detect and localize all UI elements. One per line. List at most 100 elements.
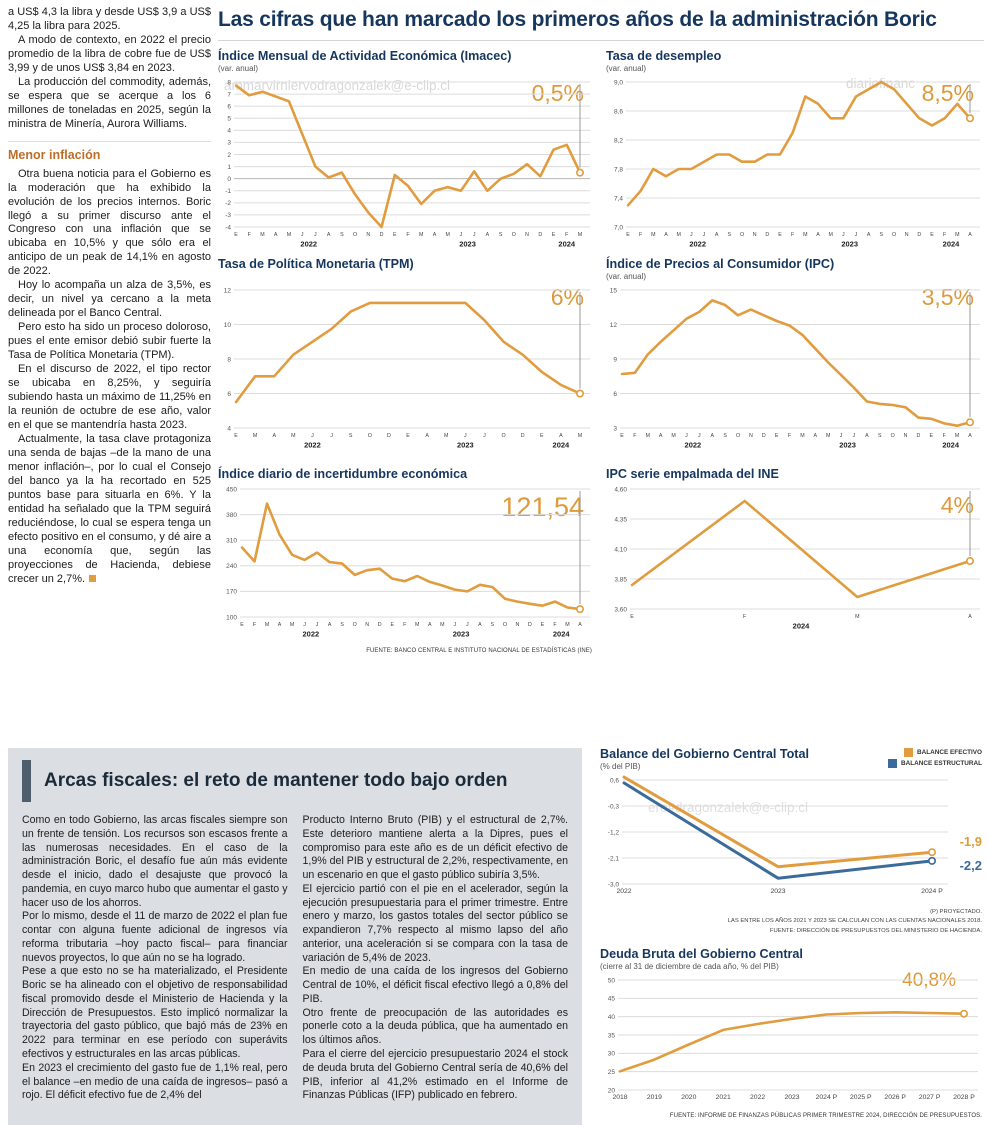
- svg-text:8: 8: [227, 80, 231, 87]
- svg-text:A: A: [274, 232, 278, 238]
- svg-text:D: D: [917, 433, 921, 439]
- svg-text:E: E: [541, 622, 545, 628]
- svg-text:E: E: [930, 232, 934, 238]
- svg-text:4,35: 4,35: [614, 517, 627, 524]
- svg-text:J: J: [842, 232, 845, 238]
- svg-text:2023: 2023: [457, 441, 474, 450]
- svg-text:A: A: [968, 433, 972, 439]
- svg-text:S: S: [880, 232, 884, 238]
- chart-card-ipc: Índice de Precios al Consumidor (IPC) (v…: [606, 257, 982, 457]
- paragraph: En 2023 el crecimiento del gasto fue de …: [22, 1061, 288, 1102]
- svg-text:M: M: [265, 622, 269, 628]
- deuda-plot: 50 45 40 35 30 25 20 2018 2019 2020 2021 2022 2023 20…: [600, 974, 982, 1111]
- svg-text:J: J: [330, 433, 333, 439]
- chart-title: Balance del Gobierno Central Total: [600, 747, 810, 761]
- svg-text:E: E: [393, 232, 397, 238]
- legend-item-efectivo: BALANCE EFECTIVO: [888, 748, 982, 757]
- svg-text:J: J: [698, 433, 701, 439]
- svg-text:A: A: [659, 433, 663, 439]
- svg-text:2023: 2023: [784, 1094, 799, 1101]
- svg-text:F: F: [743, 614, 747, 620]
- svg-text:M: M: [253, 433, 257, 439]
- chart-title: Índice de Precios al Consumidor (IPC): [606, 257, 835, 271]
- svg-text:A: A: [328, 622, 332, 628]
- svg-text:F: F: [943, 433, 947, 439]
- svg-text:O: O: [353, 232, 357, 238]
- svg-text:F: F: [633, 433, 637, 439]
- chart-card-deuda: Deuda Bruta del Gobierno Central (cierre…: [600, 947, 982, 1119]
- svg-text:J: J: [840, 433, 843, 439]
- svg-text:3: 3: [227, 140, 231, 147]
- svg-text:J: J: [301, 232, 304, 238]
- svg-text:8: 8: [227, 357, 231, 364]
- svg-text:12: 12: [610, 322, 618, 329]
- svg-text:7,8: 7,8: [614, 167, 623, 174]
- ipc-plot: 15 12 9 6 3 E F M A M J J A S O N D E F M A M J J A S O N D E F M A 2022 2…: [606, 284, 982, 457]
- svg-text:N: N: [753, 232, 757, 238]
- svg-text:A: A: [272, 433, 276, 439]
- svg-text:J: J: [464, 433, 467, 439]
- svg-text:D: D: [762, 433, 766, 439]
- svg-text:N: N: [366, 232, 370, 238]
- svg-text:7: 7: [227, 92, 231, 99]
- svg-text:M: M: [578, 232, 582, 238]
- chart-subtitle: (cierre al 31 de diciembre de cada año, …: [600, 962, 779, 972]
- svg-text:20: 20: [608, 1088, 616, 1095]
- chart-title: IPC serie empalmada del INE: [606, 467, 779, 481]
- svg-text:1: 1: [227, 164, 231, 171]
- svg-text:J: J: [703, 232, 706, 238]
- svg-text:N: N: [905, 232, 909, 238]
- svg-text:2024: 2024: [943, 240, 961, 249]
- svg-text:N: N: [904, 433, 908, 439]
- paragraph: La producción del commodity, además, se …: [8, 75, 211, 130]
- svg-text:2024: 2024: [558, 240, 576, 249]
- svg-text:-2,1: -2,1: [608, 856, 620, 863]
- svg-text:E: E: [778, 232, 782, 238]
- article-copper-paragraphs: a US$ 4,3 la libra y desde US$ 3,9 a US$…: [8, 6, 211, 132]
- article-subhead: Menor inflación: [8, 140, 211, 164]
- svg-text:2022: 2022: [616, 888, 631, 895]
- chart-card-ipc-ine: IPC serie empalmada del INE 4% 4,60 4,35 4…: [606, 467, 982, 638]
- svg-text:J: J: [314, 232, 317, 238]
- svg-text:45: 45: [608, 996, 616, 1003]
- svg-text:2023: 2023: [841, 240, 858, 249]
- svg-text:A: A: [327, 232, 331, 238]
- svg-text:N: N: [515, 622, 519, 628]
- estructural-swatch: [888, 759, 898, 768]
- svg-text:2024: 2024: [553, 630, 571, 639]
- svg-text:F: F: [639, 232, 643, 238]
- svg-text:E: E: [234, 232, 238, 238]
- svg-text:F: F: [403, 622, 407, 628]
- arcas-column-1: Como en todo Gobierno, las arcas fiscale…: [22, 814, 288, 1103]
- paragraph: En medio de una caída de los ingresos de…: [302, 965, 569, 1005]
- svg-text:A: A: [710, 433, 714, 439]
- svg-text:M: M: [287, 232, 291, 238]
- svg-text:O: O: [736, 433, 740, 439]
- svg-text:S: S: [499, 232, 503, 238]
- svg-text:2022: 2022: [303, 630, 320, 639]
- svg-text:F: F: [248, 232, 252, 238]
- svg-text:2023: 2023: [453, 630, 470, 639]
- svg-text:F: F: [565, 232, 569, 238]
- svg-text:2024 P: 2024 P: [921, 888, 943, 895]
- svg-text:35: 35: [608, 1033, 616, 1040]
- svg-text:M: M: [955, 232, 959, 238]
- svg-text:-4: -4: [225, 225, 231, 232]
- svg-text:M: M: [651, 232, 655, 238]
- paragraph: El ejercicio partió con el pie en el ace…: [302, 882, 569, 964]
- svg-text:2022: 2022: [750, 1094, 765, 1101]
- svg-text:D: D: [387, 433, 391, 439]
- svg-text:A: A: [867, 232, 871, 238]
- svg-text:O: O: [353, 622, 357, 628]
- svg-text:D: D: [538, 232, 542, 238]
- svg-text:380: 380: [226, 512, 237, 519]
- svg-text:E: E: [630, 614, 634, 620]
- svg-text:J: J: [690, 232, 693, 238]
- paragraph: Hoy lo acompaña un alza de 3,5%, es deci…: [8, 279, 211, 320]
- balance-legend: BALANCE EFECTIVO BALANCE ESTRUCTURAL: [888, 748, 982, 770]
- chart-card-tpm: Tasa de Política Monetaria (TPM) 6% 12 10…: [218, 257, 592, 457]
- svg-text:M: M: [800, 433, 804, 439]
- svg-text:O: O: [503, 622, 507, 628]
